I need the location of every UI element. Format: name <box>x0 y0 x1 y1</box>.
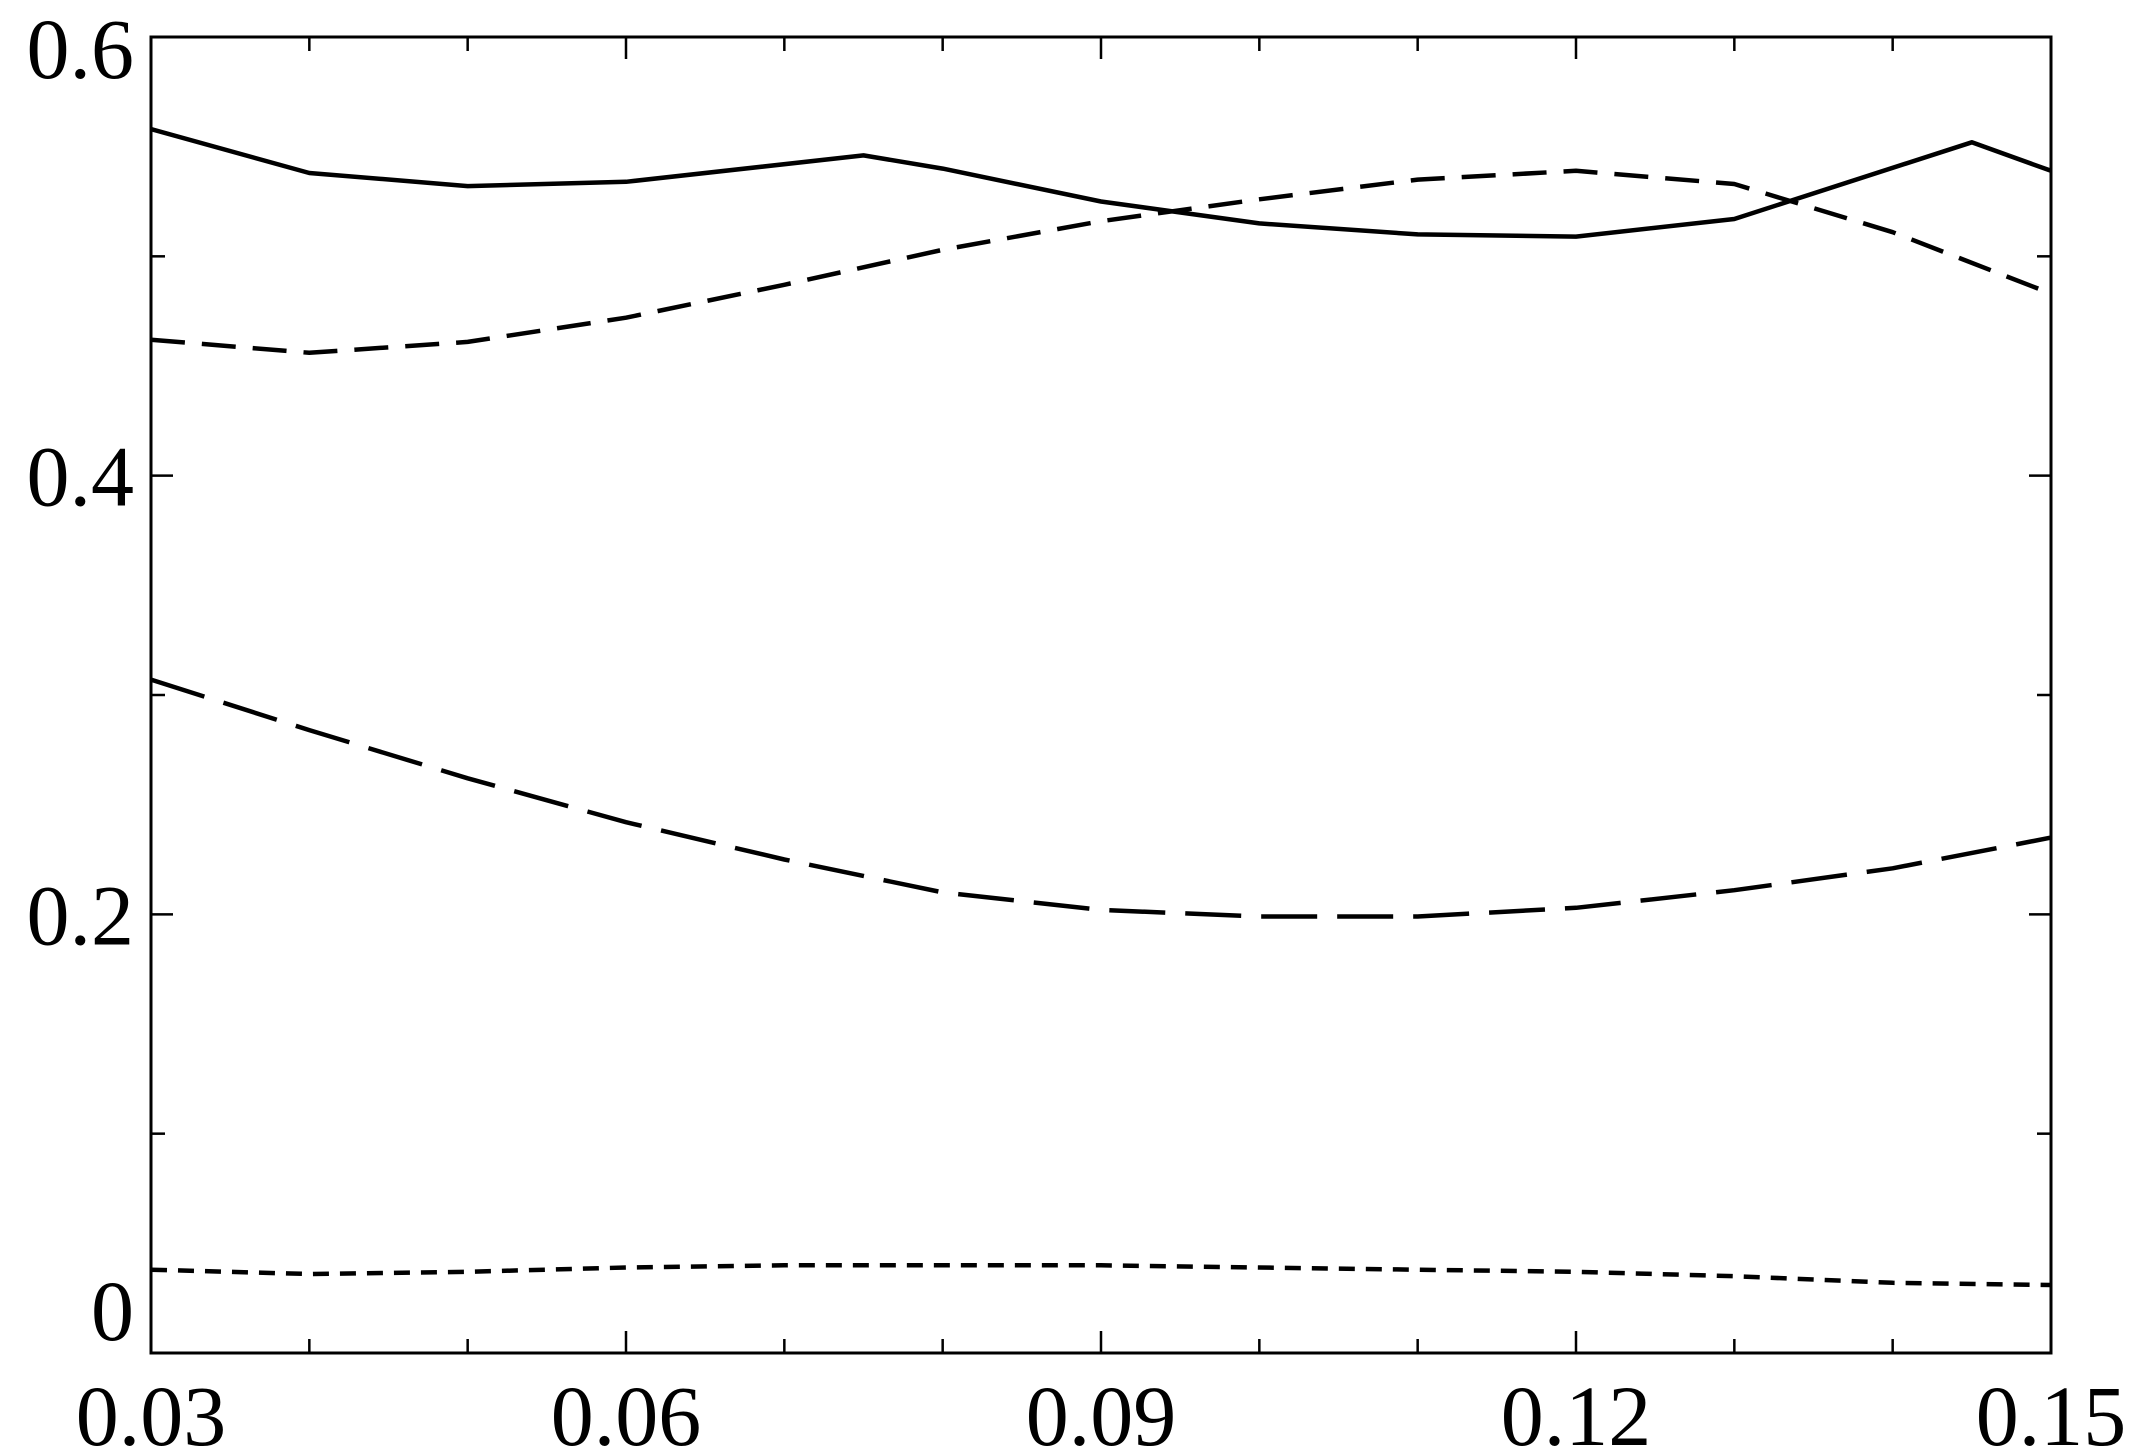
series-lines <box>150 126 2052 1288</box>
y-tick-label: 0.4 <box>27 429 135 525</box>
y-tick-labels: 0 0.2 0.4 0.6 <box>27 1 135 1359</box>
series-line-1-solid <box>150 126 2052 239</box>
series-line-4-short-dash <box>150 1263 2052 1288</box>
x-tick-label: 0.06 <box>551 1368 702 1450</box>
series-line-3-long-dash <box>150 677 2052 919</box>
minor-ticks <box>151 37 2051 1353</box>
x-tick-labels: 0.03 0.06 0.09 0.12 0.15 <box>76 1368 2127 1450</box>
y-tick-label: 0.2 <box>27 867 135 963</box>
y-tick-label: 0.6 <box>27 1 135 97</box>
x-tick-label: 0.09 <box>1026 1368 1177 1450</box>
plot-frame <box>149 35 2053 1355</box>
series-line-2-medium-dash <box>150 168 2052 356</box>
major-ticks <box>149 35 2053 1355</box>
x-tick-label: 0.15 <box>1976 1368 2127 1450</box>
x-tick-label: 0.12 <box>1501 1368 1652 1450</box>
x-tick-label: 0.03 <box>76 1368 227 1450</box>
y-tick-label: 0 <box>91 1263 134 1359</box>
